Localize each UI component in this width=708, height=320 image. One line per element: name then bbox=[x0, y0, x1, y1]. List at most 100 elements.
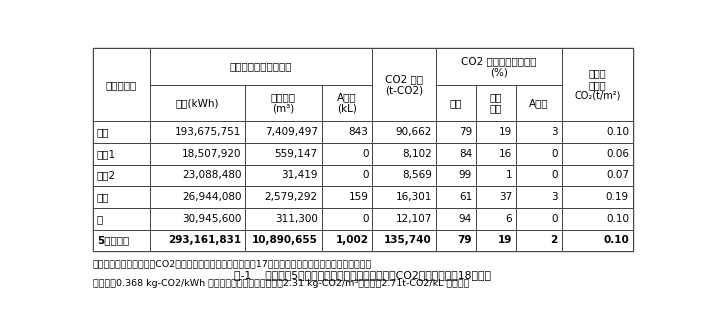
Bar bbox=[436, 48, 561, 85]
Bar bbox=[561, 143, 633, 164]
Text: 本郷: 本郷 bbox=[97, 127, 109, 137]
Text: 159: 159 bbox=[348, 192, 369, 202]
Text: 61: 61 bbox=[459, 192, 472, 202]
Bar bbox=[516, 186, 561, 208]
Bar bbox=[372, 230, 436, 251]
Text: 0.10: 0.10 bbox=[606, 127, 629, 137]
Bar bbox=[436, 186, 476, 208]
Text: 19: 19 bbox=[499, 127, 512, 137]
Text: 94: 94 bbox=[459, 214, 472, 224]
Bar bbox=[561, 186, 633, 208]
Text: 193,675,751: 193,675,751 bbox=[175, 127, 241, 137]
Text: 23,088,480: 23,088,480 bbox=[182, 170, 241, 180]
Text: 0.10: 0.10 bbox=[603, 236, 629, 245]
Text: 2: 2 bbox=[551, 236, 558, 245]
Text: 79: 79 bbox=[459, 127, 472, 137]
Text: 99: 99 bbox=[459, 170, 472, 180]
Bar bbox=[150, 186, 246, 208]
Bar bbox=[321, 230, 372, 251]
Text: 26,944,080: 26,944,080 bbox=[182, 192, 241, 202]
Text: 8,569: 8,569 bbox=[402, 170, 432, 180]
Bar bbox=[372, 121, 436, 143]
Bar bbox=[93, 121, 150, 143]
Text: 0: 0 bbox=[552, 149, 558, 159]
Bar bbox=[93, 143, 150, 164]
Bar bbox=[476, 208, 516, 230]
Text: CO2 排出量燃料別構成
(%): CO2 排出量燃料別構成 (%) bbox=[461, 56, 537, 77]
Bar bbox=[561, 164, 633, 186]
Bar bbox=[150, 121, 246, 143]
Text: 16,301: 16,301 bbox=[396, 192, 432, 202]
Text: 16: 16 bbox=[499, 149, 512, 159]
Bar bbox=[150, 230, 246, 251]
Bar bbox=[561, 48, 633, 121]
Bar bbox=[321, 164, 372, 186]
Text: 37: 37 bbox=[499, 192, 512, 202]
Text: 84: 84 bbox=[459, 149, 472, 159]
Text: 0: 0 bbox=[362, 170, 369, 180]
Text: エネルギー源別消費量: エネルギー源別消費量 bbox=[230, 61, 292, 71]
Bar bbox=[93, 230, 150, 251]
Bar bbox=[476, 121, 516, 143]
Bar bbox=[436, 230, 476, 251]
Text: 都市
ガス: 都市 ガス bbox=[490, 92, 502, 114]
Text: 135,740: 135,740 bbox=[384, 236, 432, 245]
Text: 3: 3 bbox=[552, 192, 558, 202]
Bar bbox=[246, 85, 321, 121]
Bar bbox=[436, 164, 476, 186]
Bar bbox=[436, 85, 476, 121]
Bar bbox=[150, 164, 246, 186]
Bar bbox=[436, 143, 476, 164]
Bar bbox=[561, 121, 633, 143]
Text: 表-1    東京大学5キャンパスのエネルギー消費量とCO2排出量（平成18年度）: 表-1 東京大学5キャンパスのエネルギー消費量とCO2排出量（平成18年度） bbox=[234, 270, 491, 280]
Bar bbox=[372, 186, 436, 208]
Bar bbox=[516, 164, 561, 186]
Bar bbox=[372, 143, 436, 164]
Text: 12,107: 12,107 bbox=[396, 214, 432, 224]
Text: 79: 79 bbox=[457, 236, 472, 245]
Text: 電力: 電力 bbox=[450, 98, 462, 108]
Text: 0.10: 0.10 bbox=[606, 214, 629, 224]
Bar bbox=[561, 208, 633, 230]
Bar bbox=[516, 121, 561, 143]
Bar bbox=[150, 143, 246, 164]
Bar bbox=[321, 85, 372, 121]
Bar bbox=[476, 230, 516, 251]
Bar bbox=[150, 85, 246, 121]
Text: 8,102: 8,102 bbox=[402, 149, 432, 159]
Bar bbox=[372, 208, 436, 230]
Text: 1: 1 bbox=[506, 170, 512, 180]
Text: 2,579,292: 2,579,292 bbox=[265, 192, 318, 202]
Bar bbox=[321, 186, 372, 208]
Bar bbox=[93, 186, 150, 208]
Text: ている0.368 kg-CO2/kWh を用いた。また、都市ガスは2.31 kg-CO2/m³、重油は2.71t-CO2/kL である。: ている0.368 kg-CO2/kWh を用いた。また、都市ガスは2.31 kg… bbox=[93, 279, 469, 288]
Text: 843: 843 bbox=[348, 127, 369, 137]
Text: 1,002: 1,002 bbox=[336, 236, 369, 245]
Bar bbox=[436, 208, 476, 230]
Bar bbox=[150, 48, 372, 85]
Bar bbox=[372, 48, 436, 121]
Text: 0: 0 bbox=[362, 214, 369, 224]
Bar bbox=[476, 85, 516, 121]
Bar bbox=[516, 143, 561, 164]
Text: 都市ガス
(m³): 都市ガス (m³) bbox=[271, 92, 296, 114]
Text: 注：電力消費量あたりのCO2排出量は、供給元の東京電力の17年度の値として環境省によって認定され: 注：電力消費量あたりのCO2排出量は、供給元の東京電力の17年度の値として環境省… bbox=[93, 259, 372, 268]
Bar bbox=[246, 143, 321, 164]
Text: 白金: 白金 bbox=[97, 192, 109, 202]
Text: 駒場2: 駒場2 bbox=[97, 170, 116, 180]
Text: CO2 総量
(t-CO2): CO2 総量 (t-CO2) bbox=[385, 74, 423, 95]
Bar bbox=[321, 121, 372, 143]
Bar bbox=[246, 164, 321, 186]
Bar bbox=[516, 230, 561, 251]
Text: 0.07: 0.07 bbox=[606, 170, 629, 180]
Bar bbox=[246, 186, 321, 208]
Bar bbox=[246, 230, 321, 251]
Text: 19: 19 bbox=[498, 236, 512, 245]
Text: 18,507,920: 18,507,920 bbox=[182, 149, 241, 159]
Text: 5団地合計: 5団地合計 bbox=[97, 236, 129, 245]
Bar bbox=[476, 164, 516, 186]
Bar bbox=[93, 208, 150, 230]
Bar bbox=[246, 121, 321, 143]
Text: 電力(kWh): 電力(kWh) bbox=[176, 98, 219, 108]
Text: A重油
(kL): A重油 (kL) bbox=[337, 92, 357, 114]
